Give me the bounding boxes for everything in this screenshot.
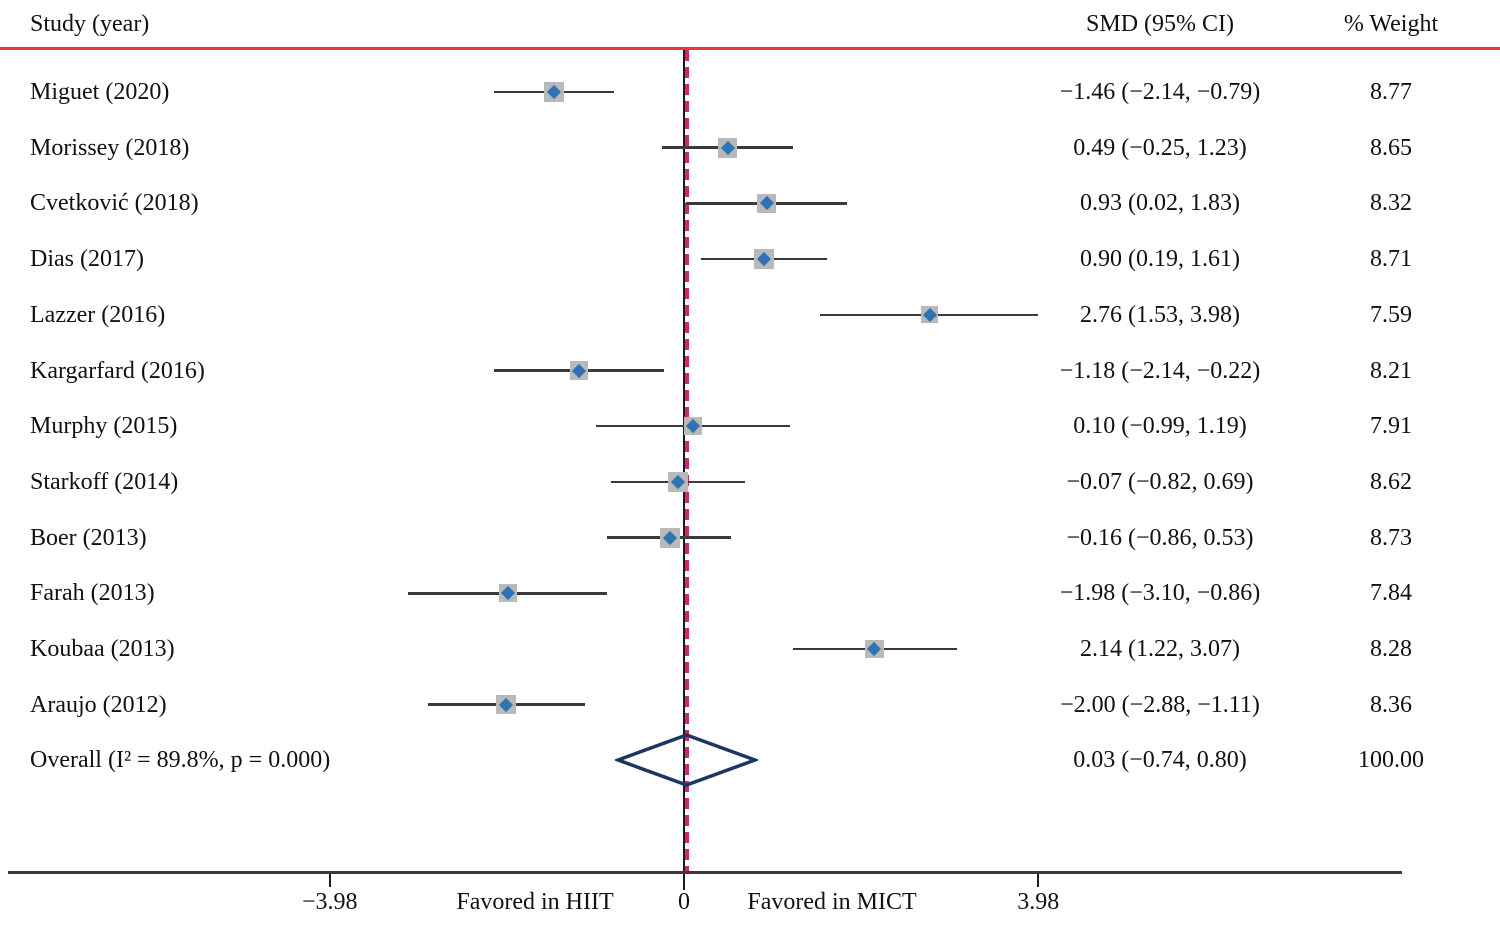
smd-value: 0.90 (0.19, 1.61) — [1080, 246, 1240, 273]
weight-value: 7.59 — [1370, 301, 1412, 328]
smd-value: 0.10 (−0.99, 1.19) — [1073, 413, 1247, 440]
study-row-label: Dias (2017) — [30, 246, 144, 273]
axis-tick — [1037, 874, 1040, 887]
smd-value: −1.46 (−2.14, −0.79) — [1059, 79, 1261, 105]
study-row-label: Koubaa (2013) — [30, 636, 175, 662]
axis-tick-label: 3.98 — [1017, 889, 1060, 915]
study-row-label: Cvetković (2018) — [30, 190, 199, 217]
study-row-label: Starkoff (2014) — [30, 468, 179, 495]
smd-value: −1.18 (−2.14, −0.22) — [1059, 357, 1261, 384]
column-header-smd: SMD (95% CI) — [1086, 11, 1234, 37]
overall-weight-value: 100.00 — [1358, 747, 1424, 774]
weight-value: 8.77 — [1370, 79, 1412, 105]
weight-value: 8.65 — [1370, 134, 1412, 161]
study-row-label: Araujo (2012) — [30, 691, 167, 718]
smd-value: −0.16 (−0.86, 0.53) — [1066, 524, 1254, 551]
study-row-label: Murphy (2015) — [30, 413, 178, 440]
smd-value: 0.93 (0.02, 1.83) — [1080, 190, 1240, 217]
weight-value: 7.91 — [1370, 413, 1412, 440]
study-row-label: Farah (2013) — [30, 580, 155, 607]
column-header-weight: % Weight — [1343, 11, 1439, 37]
study-row-label: Morissey (2018) — [30, 134, 190, 161]
overall-smd-value: 0.03 (−0.74, 0.80) — [1073, 747, 1247, 774]
overall-row-label: Overall (I² = 89.8%, p = 0.000) — [30, 747, 331, 774]
smd-value: 0.49 (−0.25, 1.23) — [1073, 134, 1247, 161]
weight-value: 8.71 — [1370, 246, 1412, 273]
smd-value: −2.00 (−2.88, −1.11) — [1060, 691, 1260, 718]
zero-reference-line — [683, 50, 685, 872]
favors-right-label: Favored in MICT — [747, 889, 917, 915]
overall-diamond — [615, 733, 759, 788]
axis-tick — [328, 874, 331, 887]
smd-value: 2.14 (1.22, 3.07) — [1080, 636, 1240, 662]
axis-tick-label: −3.98 — [301, 889, 358, 915]
smd-value: 2.76 (1.53, 3.98) — [1080, 301, 1240, 328]
study-row-label: Miguet (2020) — [30, 79, 170, 105]
header-rule — [0, 47, 1500, 50]
weight-value: 8.62 — [1370, 468, 1412, 495]
weight-value: 8.32 — [1370, 190, 1412, 217]
study-row-label: Kargarfard (2016) — [30, 357, 205, 384]
smd-value: −1.98 (−3.10, −0.86) — [1059, 580, 1261, 607]
study-row-label: Lazzer (2016) — [30, 301, 166, 328]
study-row-label: Boer (2013) — [30, 524, 147, 551]
weight-value: 8.73 — [1370, 524, 1412, 551]
weight-value: 8.28 — [1370, 636, 1412, 662]
overall-estimate-dashed-line — [685, 50, 689, 872]
x-axis-line — [8, 871, 1402, 874]
favors-left-label: Favored in HIIT — [456, 889, 614, 915]
weight-value: 8.36 — [1370, 691, 1412, 718]
column-header-study: Study (year) — [30, 11, 150, 37]
weight-value: 8.21 — [1370, 357, 1412, 384]
smd-value: −0.07 (−0.82, 0.69) — [1066, 468, 1254, 495]
weight-value: 7.84 — [1370, 580, 1412, 607]
axis-tick-label: 0 — [678, 889, 690, 915]
axis-tick — [683, 874, 685, 890]
